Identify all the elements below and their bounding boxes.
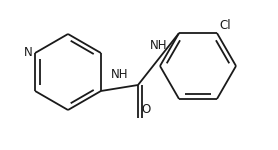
Text: N: N [24,46,33,60]
Text: Cl: Cl [219,19,231,32]
Text: NH: NH [111,68,128,81]
Text: NH: NH [150,39,167,52]
Text: O: O [141,103,150,116]
